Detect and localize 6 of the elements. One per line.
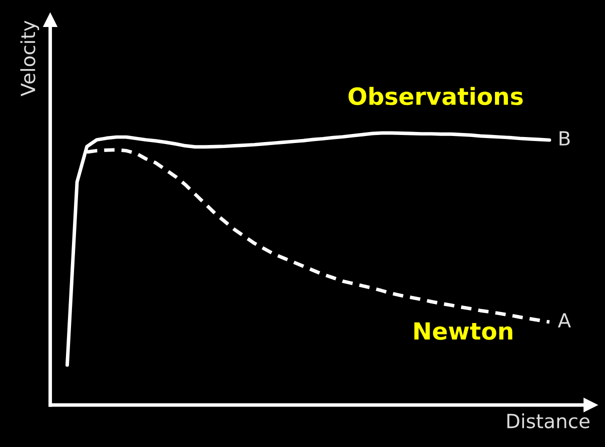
annotation: Newton: [414, 322, 512, 340]
text: Observations: [348, 86, 523, 106]
text: B: [560, 131, 570, 146]
x-axis-title: Distance: [507, 413, 590, 428]
text: A: [558, 313, 571, 328]
y-axis-title: Velocity: [20, 20, 40, 96]
